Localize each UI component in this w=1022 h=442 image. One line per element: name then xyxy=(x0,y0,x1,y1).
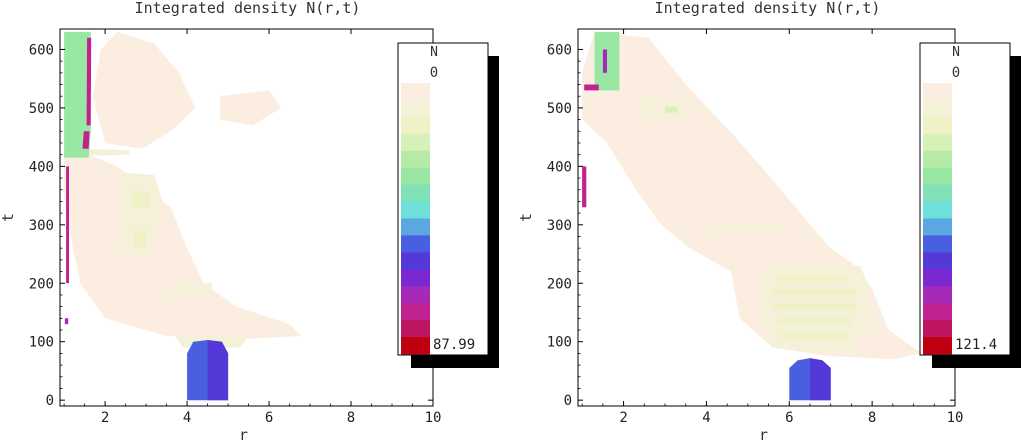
legend-swatch xyxy=(923,167,952,186)
density-region xyxy=(636,96,686,120)
legend-swatch xyxy=(923,99,952,118)
legend-swatch xyxy=(923,150,952,169)
legend-max-label: 121.4 xyxy=(955,337,997,353)
legend-swatch xyxy=(401,337,430,355)
y-tick-label: 600 xyxy=(29,42,54,58)
legend-title: N xyxy=(430,45,438,60)
legend-swatch xyxy=(401,116,430,135)
y-tick-label: 500 xyxy=(547,101,572,117)
density-region xyxy=(82,131,90,149)
chart-title: Integrated density N(r,t) xyxy=(135,0,361,17)
y-axis-label: t xyxy=(517,213,535,222)
density-regions xyxy=(64,31,302,401)
density-region xyxy=(117,172,163,260)
chart-title: Integrated density N(r,t) xyxy=(655,0,881,17)
x-tick-label: 4 xyxy=(702,410,710,426)
density-region xyxy=(714,224,781,234)
legend-swatch xyxy=(401,235,430,253)
y-tick-label: 100 xyxy=(29,335,54,351)
legend-swatch xyxy=(923,303,952,321)
legend-swatch xyxy=(401,201,430,219)
legend-swatch xyxy=(401,303,430,321)
x-axis-label: r xyxy=(239,426,248,442)
y-tick-label: 600 xyxy=(547,42,572,58)
density-region xyxy=(602,49,607,73)
legend-swatch xyxy=(401,286,430,304)
density-region xyxy=(66,166,69,284)
density-region xyxy=(665,106,678,113)
legend-swatch xyxy=(923,201,952,219)
density-region xyxy=(584,84,599,91)
density-region xyxy=(133,230,147,249)
x-tick-label: 2 xyxy=(619,410,627,426)
legend-swatch xyxy=(923,218,952,236)
y-tick-label: 500 xyxy=(29,101,54,117)
density-region xyxy=(772,289,856,295)
density-region xyxy=(776,318,852,325)
legend-swatch xyxy=(401,218,430,236)
density-region xyxy=(64,318,69,325)
density-region xyxy=(772,303,856,310)
y-tick-label: 0 xyxy=(46,393,54,409)
legend-swatch xyxy=(923,252,952,270)
y-tick-label: 200 xyxy=(29,276,54,292)
y-tick-label: 300 xyxy=(29,218,54,234)
density-region xyxy=(64,31,91,158)
density-region xyxy=(129,189,151,208)
legend-swatch xyxy=(923,116,952,135)
density-region xyxy=(92,31,196,149)
x-tick-label: 6 xyxy=(265,410,273,426)
y-axis-label: t xyxy=(0,213,17,222)
legend-swatch xyxy=(401,133,430,152)
density-region xyxy=(776,274,848,281)
legend-swatch xyxy=(923,286,952,304)
x-tick-label: 2 xyxy=(101,410,109,426)
legend-swatch xyxy=(923,337,952,355)
x-tick-label: 10 xyxy=(425,410,442,426)
y-tick-label: 0 xyxy=(564,393,572,409)
legend-swatch xyxy=(401,99,430,118)
density-region xyxy=(219,90,282,126)
x-tick-label: 4 xyxy=(183,410,191,426)
legend-swatch xyxy=(923,184,952,202)
legend-swatch xyxy=(923,269,952,287)
x-tick-label: 8 xyxy=(347,410,355,426)
legend-max-label: 87.99 xyxy=(433,337,475,353)
legend-swatch xyxy=(923,320,952,338)
legend-min-label: 0 xyxy=(952,65,960,81)
y-tick-label: 400 xyxy=(29,159,54,175)
legend-swatch xyxy=(401,320,430,338)
x-tick-label: 8 xyxy=(868,410,876,426)
legend-swatch xyxy=(401,252,430,270)
legend-swatch xyxy=(923,83,952,101)
legend-title: N xyxy=(952,45,960,60)
density-region xyxy=(80,148,130,156)
legend-swatch xyxy=(923,133,952,152)
legend-min-label: 0 xyxy=(430,65,438,81)
x-tick-label: 6 xyxy=(785,410,793,426)
legend-swatch xyxy=(401,269,430,287)
legend-swatch xyxy=(401,83,430,101)
x-axis-label: r xyxy=(759,426,768,442)
legend-swatch xyxy=(923,235,952,253)
y-tick-label: 400 xyxy=(547,159,572,175)
density-region xyxy=(86,37,92,126)
density-region xyxy=(170,283,212,298)
legend-swatch xyxy=(401,184,430,202)
y-tick-label: 100 xyxy=(547,335,572,351)
density-region xyxy=(810,358,831,401)
y-tick-label: 200 xyxy=(547,276,572,292)
density-region xyxy=(781,332,848,339)
legend-swatch xyxy=(401,150,430,169)
y-tick-label: 300 xyxy=(547,218,572,234)
density-region xyxy=(207,340,229,401)
density-regions xyxy=(582,31,922,401)
x-tick-label: 10 xyxy=(947,410,964,426)
legend-swatch xyxy=(401,167,430,186)
density-region xyxy=(582,166,587,208)
